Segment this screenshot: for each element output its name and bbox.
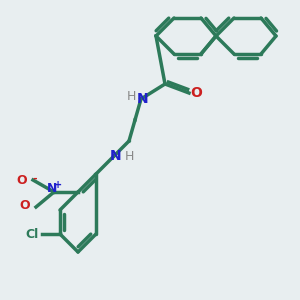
Text: Cl: Cl xyxy=(26,227,39,241)
Text: N: N xyxy=(47,182,58,196)
Text: N: N xyxy=(137,92,148,106)
Text: H: H xyxy=(127,89,136,103)
Text: O: O xyxy=(16,173,27,187)
Text: +: + xyxy=(54,179,63,190)
Text: O: O xyxy=(20,199,30,212)
Text: H: H xyxy=(124,149,134,163)
Text: N: N xyxy=(110,149,121,163)
Text: O: O xyxy=(190,86,202,100)
Text: -: - xyxy=(32,173,37,184)
